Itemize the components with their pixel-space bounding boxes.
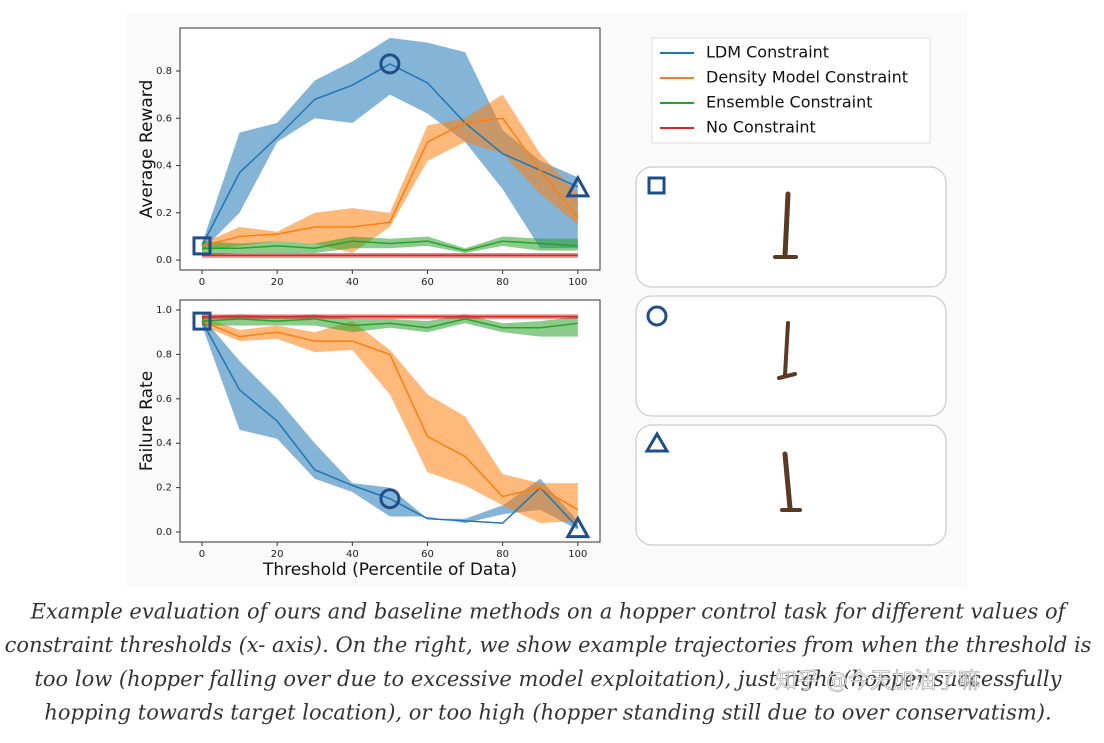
y-tick-label: 0.4	[156, 161, 172, 172]
x-tick-label: 40	[346, 549, 359, 560]
line	[201, 318, 578, 329]
y-tick-label: 0.0	[156, 255, 172, 266]
hopper-panels	[635, 166, 947, 546]
y-tick-label: 0.6	[156, 394, 172, 405]
caption-line: constraint thresholds (x- axis). On the …	[5, 633, 1092, 657]
circle-icon	[646, 305, 668, 327]
x-tick-label: 20	[271, 549, 284, 560]
x-tick-label: 40	[346, 277, 359, 288]
square-marker	[192, 236, 212, 256]
x-tick-label: 80	[496, 549, 509, 560]
caption-line: too low (hopper falling over due to exce…	[34, 667, 1062, 691]
band	[201, 236, 578, 256]
x-tick-label: 0	[199, 549, 205, 560]
circle-marker	[379, 53, 401, 75]
square-marker	[192, 311, 212, 331]
line	[201, 117, 579, 247]
caption-line: hopping towards target location), or too…	[44, 701, 1051, 725]
watermark: 知乎 @今天加油了嘛	[775, 669, 980, 694]
hopper-body	[783, 321, 790, 377]
legend-label: LDM Constraint	[706, 43, 829, 62]
band	[201, 316, 578, 524]
x-tick-label: 100	[568, 549, 587, 560]
panel	[635, 166, 947, 288]
y-tick-label: 1.0	[156, 305, 172, 316]
triangle-icon	[644, 431, 670, 453]
hopper-foot	[777, 372, 797, 380]
circle-marker	[379, 488, 401, 510]
legend-label: Density Model Constraint	[706, 68, 908, 87]
legend-label: Ensemble Constraint	[706, 93, 873, 112]
x-tick-label: 60	[421, 277, 434, 288]
line	[201, 63, 579, 247]
y-tick-label: 0.2	[156, 483, 172, 494]
square-icon	[647, 176, 666, 195]
hopper-body	[782, 191, 791, 259]
x-tick-label: 0	[199, 277, 205, 288]
legend-label: No Constraint	[706, 118, 816, 137]
line	[201, 320, 579, 529]
y-tick-label: 0.2	[156, 208, 172, 219]
y-axis-label: Failure Rate	[137, 371, 157, 471]
caption-line: Example evaluation of ours and baseline …	[30, 600, 1069, 624]
triangle-marker	[565, 174, 591, 198]
x-tick-label: 60	[421, 549, 434, 560]
x-tick-label: 80	[496, 277, 509, 288]
band	[201, 94, 578, 253]
y-axis-label: Average Reward	[137, 80, 157, 219]
line	[201, 240, 578, 252]
x-axis-label: Threshold (Percentile of Data)	[262, 560, 517, 580]
hopper-body	[782, 451, 793, 511]
y-tick-label: 0.8	[156, 349, 172, 360]
x-tick-label: 20	[271, 277, 284, 288]
legend-box	[651, 37, 931, 144]
panel-icons	[644, 176, 670, 453]
panel	[635, 424, 947, 546]
panel	[635, 295, 947, 417]
y-tick-label: 0.4	[156, 438, 172, 449]
y-tick-label: 0.6	[156, 113, 172, 124]
y-tick-label: 0.8	[156, 66, 172, 77]
y-tick-label: 0.0	[156, 527, 172, 538]
x-tick-label: 100	[568, 277, 587, 288]
hoppers	[773, 191, 802, 512]
triangle-marker	[565, 515, 591, 539]
line	[201, 320, 579, 511]
